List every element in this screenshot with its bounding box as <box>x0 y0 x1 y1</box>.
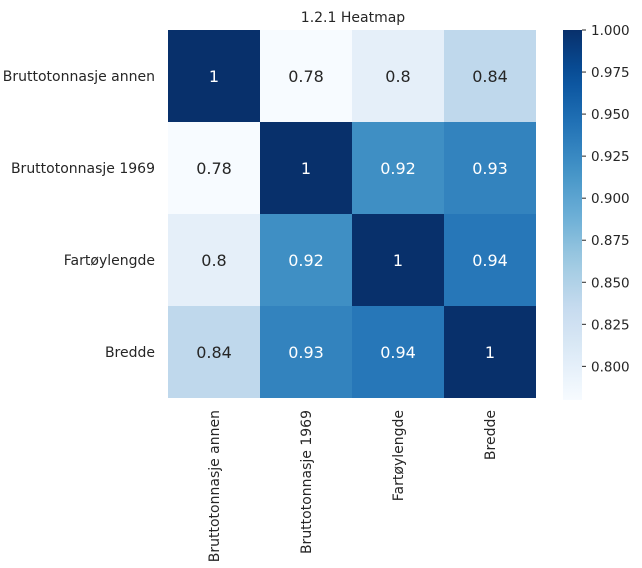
cell-annotation: 1 <box>301 159 311 178</box>
heatmap-cell <box>260 122 352 214</box>
colorbar-tick-label: 0.875 <box>591 233 630 249</box>
row-label: Fartøylengde <box>64 253 155 269</box>
column-labels: Bruttotonnasje annen Bruttotonnasje 1969 F… <box>207 410 499 562</box>
colorbar-ticks: 0.800 0.825 0.850 0.875 0.900 0.925 0.950 0.975… <box>582 23 630 375</box>
colorbar-tick-label: 0.950 <box>591 107 630 123</box>
cell-annotation: 0.8 <box>201 251 226 270</box>
cell-annotation: 1 <box>209 67 219 86</box>
heatmap-cell <box>352 214 444 306</box>
cell-annotation: 0.92 <box>380 159 416 178</box>
cell-annotation: 0.93 <box>472 159 508 178</box>
colorbar-tick-label: 0.925 <box>591 149 630 165</box>
colorbar-tick-label: 0.850 <box>591 275 630 291</box>
colorbar-tick-label: 0.975 <box>591 65 630 81</box>
colorbar <box>563 30 582 400</box>
heatmap-cell <box>352 306 444 398</box>
colorbar-tick-label: 0.900 <box>591 191 630 207</box>
cell-annotation: 0.94 <box>380 343 416 362</box>
heatmap-cell <box>260 306 352 398</box>
heatmap-cell <box>260 30 352 122</box>
cell-annotation: 0.94 <box>472 251 508 270</box>
cell-annotation: 1 <box>485 343 495 362</box>
colorbar-tick-label: 0.825 <box>591 317 630 333</box>
row-label: Bredde <box>105 345 155 361</box>
column-label: Bruttotonnasje 1969 <box>299 410 315 554</box>
heatmap-cell <box>168 30 260 122</box>
heatmap-cell <box>352 122 444 214</box>
cell-annotation: 0.78 <box>288 67 324 86</box>
heatmap-cell <box>168 214 260 306</box>
row-labels: Bruttotonnasje annen Bruttotonnasje 1969 F… <box>3 69 155 361</box>
column-label: Bruttotonnasje annen <box>207 410 223 562</box>
heatmap-cell <box>352 30 444 122</box>
chart-title: 1.2.1 Heatmap <box>301 10 405 26</box>
heatmap-cell <box>444 122 536 214</box>
cell-annotation: 0.84 <box>472 67 508 86</box>
heatmap-cell <box>444 30 536 122</box>
row-label: Bruttotonnasje 1969 <box>11 161 155 177</box>
heatmap-cells: 1 0.78 0.8 0.84 0.78 1 0.92 0.93 0.8 0.92 1 0.94 0.8… <box>168 30 536 398</box>
heatmap-cell <box>168 306 260 398</box>
cell-annotation: 0.84 <box>196 343 232 362</box>
heatmap-cell <box>168 122 260 214</box>
column-label: Bredde <box>483 410 499 460</box>
colorbar-tick-label: 1.000 <box>591 23 630 39</box>
heatmap-cell <box>444 214 536 306</box>
cell-annotation: 0.78 <box>196 159 232 178</box>
row-label: Bruttotonnasje annen <box>3 69 155 85</box>
heatmap-cell <box>260 214 352 306</box>
colorbar-tick-label: 0.800 <box>591 359 630 375</box>
column-label: Fartøylengde <box>391 410 407 501</box>
heatmap-cell <box>444 306 536 398</box>
cell-annotation: 0.93 <box>288 343 324 362</box>
cell-annotation: 0.8 <box>385 67 410 86</box>
cell-annotation: 1 <box>393 251 403 270</box>
cell-annotation: 0.92 <box>288 251 324 270</box>
